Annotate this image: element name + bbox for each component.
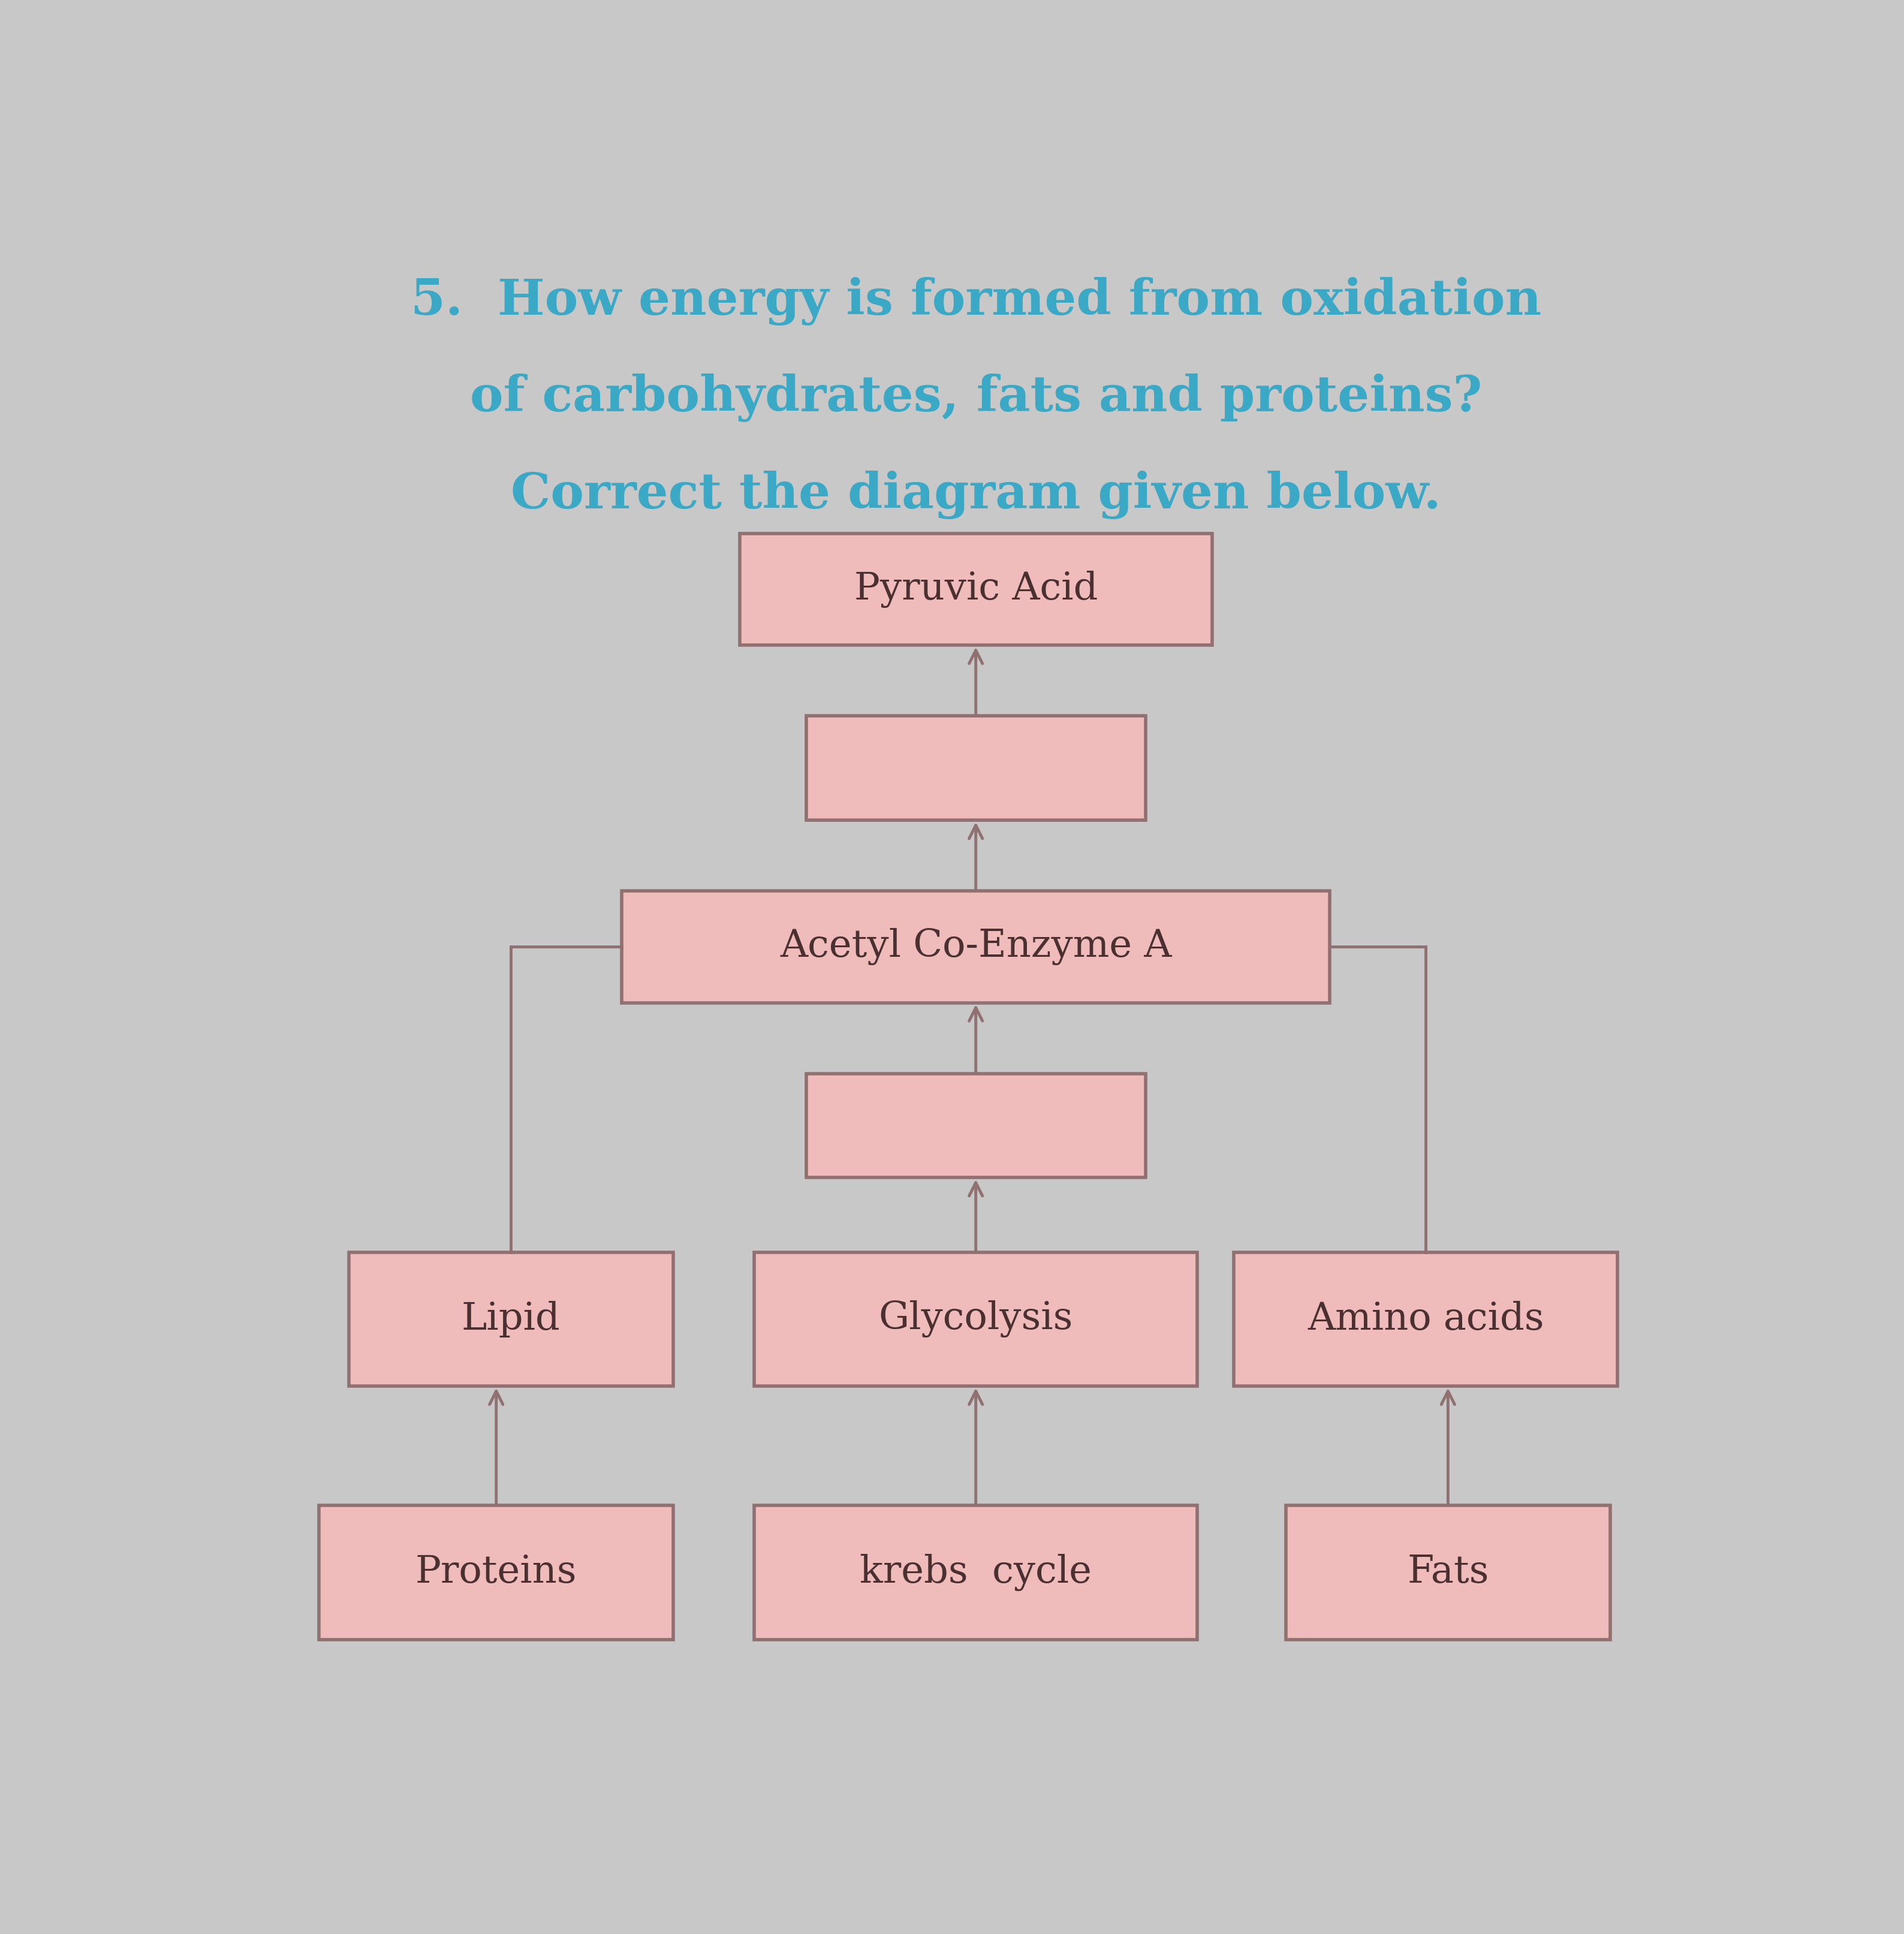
FancyBboxPatch shape — [739, 534, 1211, 646]
FancyBboxPatch shape — [1234, 1251, 1618, 1387]
Text: of carbohydrates, fats and proteins?: of carbohydrates, fats and proteins? — [470, 373, 1481, 422]
FancyBboxPatch shape — [1285, 1505, 1611, 1640]
Text: Fats: Fats — [1407, 1555, 1489, 1590]
Text: Glycolysis: Glycolysis — [878, 1300, 1074, 1338]
FancyBboxPatch shape — [320, 1505, 674, 1640]
Text: Lipid: Lipid — [461, 1302, 560, 1338]
Text: Proteins: Proteins — [415, 1555, 577, 1590]
FancyBboxPatch shape — [805, 1073, 1146, 1178]
Text: Correct the diagram given below.: Correct the diagram given below. — [510, 470, 1441, 518]
Text: 5.  How energy is formed from oxidation: 5. How energy is formed from oxidation — [411, 277, 1540, 325]
FancyBboxPatch shape — [621, 892, 1329, 1002]
Text: Acetyl Co-Enzyme A: Acetyl Co-Enzyme A — [781, 928, 1171, 965]
FancyBboxPatch shape — [754, 1505, 1198, 1640]
FancyBboxPatch shape — [754, 1251, 1198, 1387]
FancyBboxPatch shape — [348, 1251, 674, 1387]
Text: Amino acids: Amino acids — [1308, 1302, 1544, 1338]
Text: krebs  cycle: krebs cycle — [861, 1553, 1091, 1592]
FancyBboxPatch shape — [805, 716, 1146, 820]
Text: Pyruvic Acid: Pyruvic Acid — [855, 571, 1097, 607]
